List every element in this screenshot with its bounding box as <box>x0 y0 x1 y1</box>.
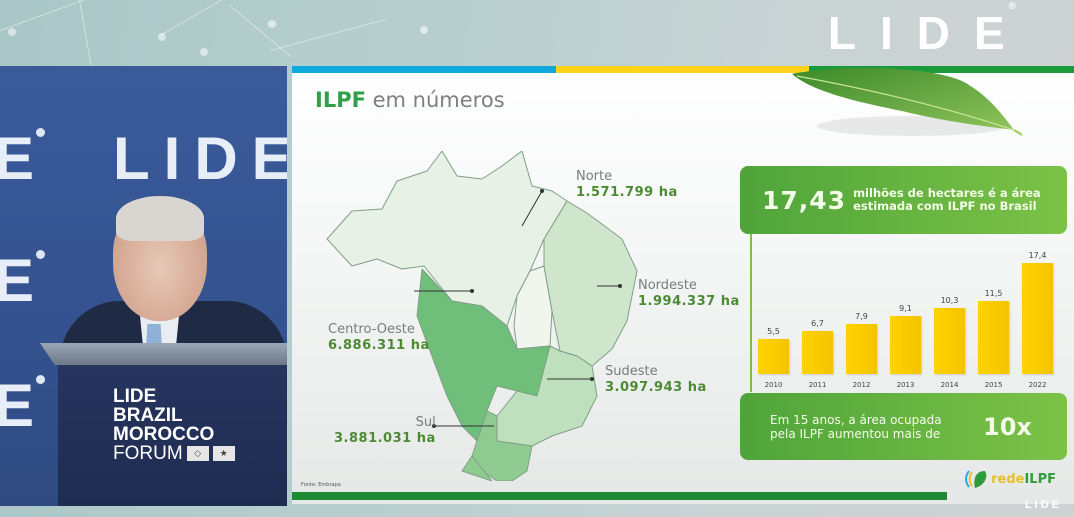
map-region-sul <box>471 410 533 481</box>
bar-rect <box>1022 263 1053 374</box>
chart-bar: 6,7 <box>802 319 833 374</box>
rede-ilpf-logo: redeILPF <box>965 468 1056 490</box>
podium-sign: LIDE BRAZIL MOROCCO FORUM ◇ ★ <box>113 387 235 463</box>
bar-rect <box>802 331 833 374</box>
map-region-sudeste <box>496 345 598 447</box>
bar-rect <box>890 316 921 374</box>
bar-year-label: 2014 <box>940 381 959 389</box>
slide-title: ILPF em números <box>315 88 505 112</box>
rede-ilpf-leaf-icon <box>965 470 987 488</box>
podium: LIDE BRAZIL MOROCCO FORUM ◇ ★ <box>58 365 287 506</box>
total-area-box: 17,43 milhões de hectares é a área estim… <box>740 166 1067 234</box>
broadcast-logo: LIDE® <box>827 0 1029 59</box>
bar-year-label: 2015 <box>984 381 1003 389</box>
backdrop-text: E <box>0 125 49 192</box>
area-bar-chart: 5,5 2010 6,7 2011 7,9 2012 9,1 2013 10,3 2014 11,5… <box>750 234 1072 392</box>
brazil-flag-icon: ◇ <box>186 446 209 461</box>
chart-bar: 17,4 <box>1022 251 1053 374</box>
bar-value-label: 5,5 <box>767 327 780 336</box>
bar-year-label: 2013 <box>896 381 915 389</box>
bar-year-label: 2011 <box>808 381 827 389</box>
chart-bar: 7,9 <box>846 312 877 374</box>
bar-value-label: 7,9 <box>855 312 868 321</box>
bar-rect <box>978 301 1009 374</box>
slide-bottom-bar <box>292 492 947 500</box>
chart-bar: 9,1 <box>890 304 921 374</box>
map-region-norte <box>326 151 568 327</box>
bar-value-label: 17,4 <box>1028 251 1047 260</box>
bar-rect <box>846 324 877 374</box>
backdrop-text: LIDE <box>113 125 287 192</box>
bar-value-label: 6,7 <box>811 319 824 328</box>
bar-value-label: 11,5 <box>984 289 1003 298</box>
morocco-flag-icon: ★ <box>212 446 235 461</box>
chart-bar: 10,3 <box>934 296 965 374</box>
bar-value-label: 10,3 <box>940 296 959 305</box>
podium-top <box>40 343 287 365</box>
bar-year-label: 2010 <box>764 381 783 389</box>
bar-rect <box>758 339 789 374</box>
chart-bar: 5,5 <box>758 327 789 374</box>
leaf-image <box>792 68 1022 136</box>
slide-top-bar <box>292 66 1074 73</box>
presentation-slide: ILPF em números Norte 1.57 <box>292 66 1074 504</box>
callout-sul: Sul 3.881.031 ha <box>334 415 436 446</box>
backdrop-text: E <box>0 372 49 439</box>
callout-sudeste: Sudeste 3.097.943 ha <box>605 364 707 395</box>
brazil-map <box>326 151 638 481</box>
corner-watermark: LIDE <box>1024 499 1062 511</box>
source-note: Fonte: Embrapa <box>301 482 341 488</box>
callout-norte: Norte 1.571.799 ha <box>576 169 678 200</box>
bar-rect <box>934 308 965 374</box>
bar-value-label: 9,1 <box>899 304 912 313</box>
bar-year-label: 2022 <box>1028 381 1047 389</box>
map-region-nordeste <box>543 200 638 367</box>
callout-centro-oeste: Centro-Oeste 6.886.311 ha <box>328 322 430 353</box>
bar-year-label: 2012 <box>852 381 871 389</box>
callout-nordeste: Nordeste 1.994.337 ha <box>638 278 740 309</box>
speaker-video: E LIDE E E LIDE BRAZIL MOROCCO FORUM ◇ ★ <box>0 66 287 506</box>
growth-box: Em 15 anos, a área ocupada pela ILPF aum… <box>740 393 1067 460</box>
backdrop-text: E <box>0 247 49 314</box>
chart-bar: 11,5 <box>978 289 1009 374</box>
